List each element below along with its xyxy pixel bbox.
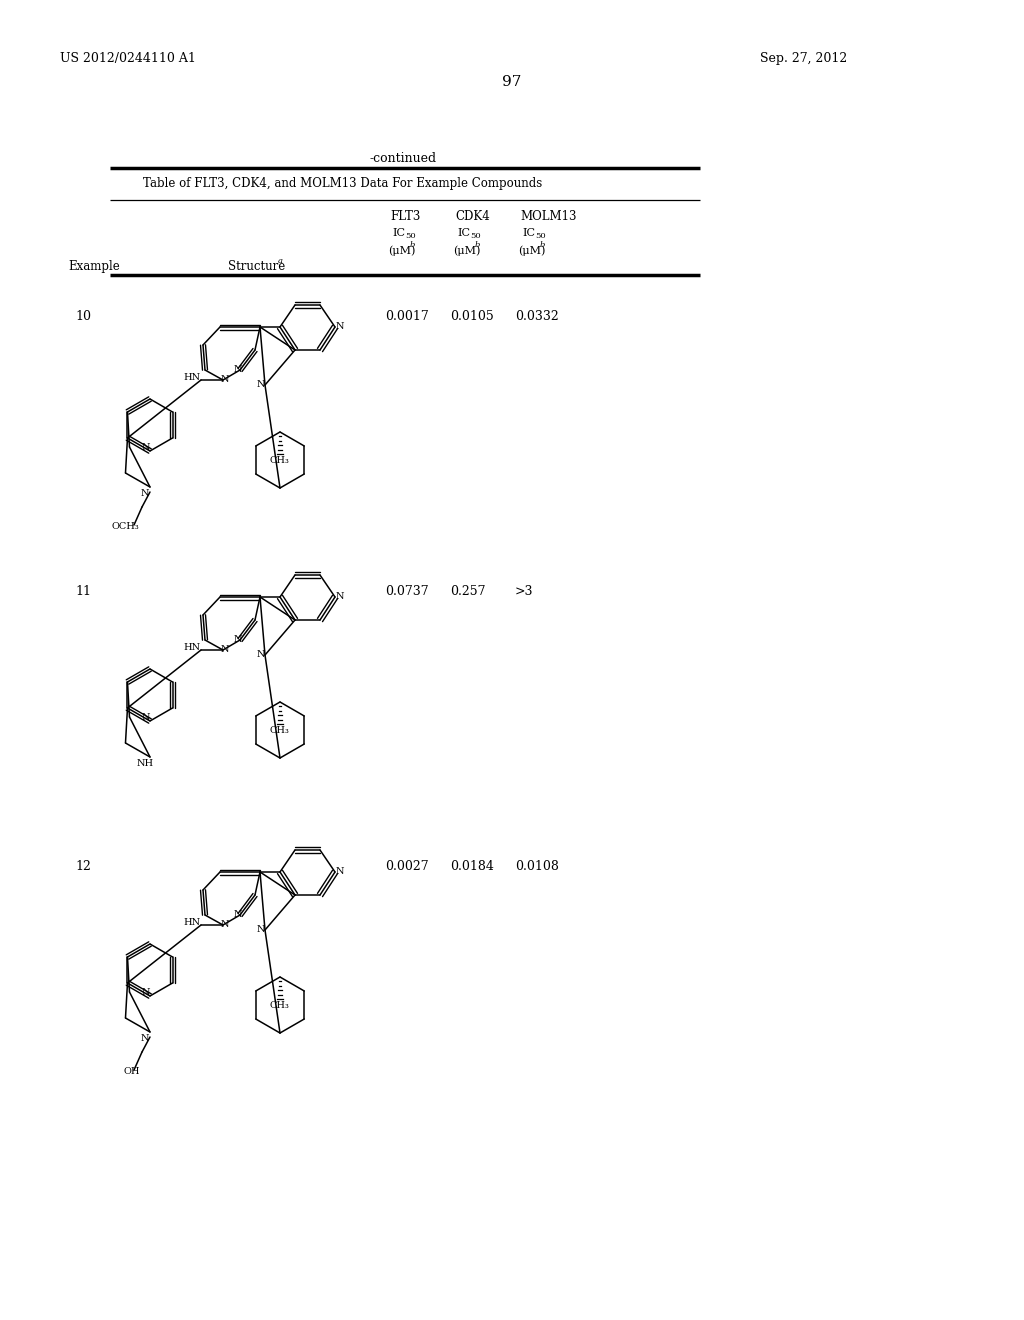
Text: b: b [540,242,546,249]
Text: 50: 50 [535,232,546,240]
Text: (μM): (μM) [453,246,480,256]
Text: (μM): (μM) [518,246,546,256]
Text: N: N [221,920,229,929]
Text: N: N [257,649,265,659]
Text: 0.257: 0.257 [450,585,485,598]
Text: US 2012/0244110 A1: US 2012/0244110 A1 [60,51,196,65]
Text: OH: OH [124,1067,140,1076]
Text: 0.0017: 0.0017 [385,310,429,323]
Text: N: N [141,987,151,997]
Text: (μM): (μM) [388,246,416,256]
Text: N: N [233,909,243,919]
Text: N: N [257,925,265,935]
Text: N: N [233,635,243,644]
Text: b: b [410,242,416,249]
Text: 11: 11 [75,585,91,598]
Text: IC: IC [522,228,535,238]
Text: a: a [278,257,283,265]
Text: IC: IC [457,228,470,238]
Text: N: N [336,591,344,601]
Text: OCH₃: OCH₃ [112,521,139,531]
Text: 97: 97 [503,75,521,88]
Text: N: N [221,645,229,653]
Text: 0.0027: 0.0027 [385,861,429,873]
Text: N: N [336,322,344,331]
Text: N: N [221,375,229,384]
Text: N: N [257,380,265,389]
Text: Structure: Structure [228,260,286,273]
Text: N: N [141,444,151,451]
Text: Example: Example [68,260,120,273]
Text: 10: 10 [75,310,91,323]
Text: 0.0332: 0.0332 [515,310,559,323]
Text: N: N [336,867,344,876]
Text: N: N [233,366,243,374]
Text: HN: HN [183,374,200,381]
Text: CH₃: CH₃ [270,455,290,465]
Text: IC: IC [392,228,406,238]
Text: HN: HN [183,917,200,927]
Text: 0.0105: 0.0105 [450,310,494,323]
Text: Sep. 27, 2012: Sep. 27, 2012 [760,51,847,65]
Text: CDK4: CDK4 [455,210,489,223]
Text: MOLM13: MOLM13 [520,210,577,223]
Text: 0.0737: 0.0737 [385,585,429,598]
Text: 0.0108: 0.0108 [515,861,559,873]
Text: N: N [141,713,151,722]
Text: 50: 50 [470,232,480,240]
Text: 50: 50 [406,232,416,240]
Text: b: b [475,242,480,249]
Text: 12: 12 [75,861,91,873]
Text: N: N [140,1034,150,1043]
Text: CH₃: CH₃ [270,726,290,735]
Text: 0.0184: 0.0184 [450,861,494,873]
Text: NH: NH [136,759,154,768]
Text: >3: >3 [515,585,534,598]
Text: -continued: -continued [370,152,437,165]
Text: CH₃: CH₃ [270,1001,290,1010]
Text: Table of FLT3, CDK4, and MOLM13 Data For Example Compounds: Table of FLT3, CDK4, and MOLM13 Data For… [143,177,543,190]
Text: HN: HN [183,643,200,652]
Text: FLT3: FLT3 [390,210,421,223]
Text: N: N [140,488,150,498]
